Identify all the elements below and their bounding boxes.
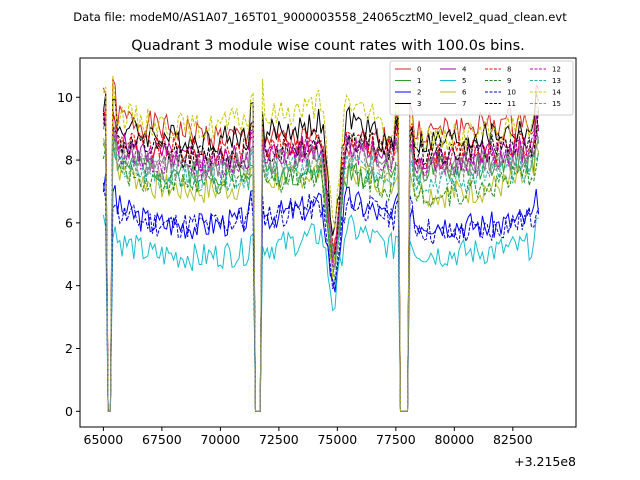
series-14-line: [102, 75, 540, 412]
chart-title: Quadrant 3 module wise count rates with …: [131, 38, 525, 54]
legend-label-8: 8: [507, 66, 511, 74]
y-tick-label: 8: [65, 153, 73, 168]
y-tick-label: 10: [57, 90, 73, 105]
series-13-line: [102, 138, 540, 412]
legend-label-2: 2: [417, 89, 421, 97]
legend-label-11: 11: [507, 100, 516, 108]
y-tick-label: 0: [65, 404, 73, 419]
legend-label-15: 15: [552, 100, 561, 108]
x-tick-label: 65000: [84, 432, 124, 447]
legend-label-0: 0: [417, 66, 421, 74]
y-tick-label: 2: [65, 341, 73, 356]
chart-suptitle: Data file: modeM0/AS1A07_165T01_90000035…: [73, 10, 567, 24]
x-tick-label: 77500: [376, 432, 416, 447]
legend-label-14: 14: [552, 89, 561, 97]
x-axis-offset-label: +3.215e8: [514, 454, 576, 469]
series-12-line: [102, 115, 540, 412]
series-15-line: [102, 123, 540, 412]
legend-label-13: 13: [552, 77, 561, 85]
legend-label-1: 1: [417, 77, 421, 85]
y-tick-label: 4: [65, 278, 73, 293]
x-tick-label: 82500: [493, 432, 533, 447]
legend-label-4: 4: [462, 66, 467, 74]
x-tick-label: 80000: [434, 432, 474, 447]
legend-label-7: 7: [462, 100, 466, 108]
series-5-line: [102, 214, 539, 412]
x-tick-label: 70000: [200, 432, 240, 447]
legend-label-6: 6: [462, 89, 467, 97]
x-tick-label: 67500: [142, 432, 182, 447]
series-10-line: [102, 182, 540, 412]
series-7-line: [102, 115, 540, 412]
series-9-line: [102, 138, 540, 412]
legend-label-9: 9: [507, 77, 511, 85]
legend-label-12: 12: [552, 66, 561, 74]
x-tick-label: 72500: [259, 432, 299, 447]
y-axis: 0 2 4 6 8 10: [57, 90, 80, 419]
y-tick-label: 6: [65, 215, 73, 230]
series-layer: [102, 75, 540, 412]
x-axis: 65000 67500 70000 72500 75000 77500 80000 82500: [84, 427, 533, 447]
series-1-line: [102, 128, 540, 412]
series-2-line: [102, 172, 540, 412]
legend-label-5: 5: [462, 77, 466, 85]
x-tick-label: 75000: [317, 432, 357, 447]
legend-box: [389, 60, 574, 116]
plot-area-frame: [79, 57, 577, 428]
legend-label-10: 10: [507, 89, 516, 97]
legend-label-3: 3: [417, 100, 421, 108]
